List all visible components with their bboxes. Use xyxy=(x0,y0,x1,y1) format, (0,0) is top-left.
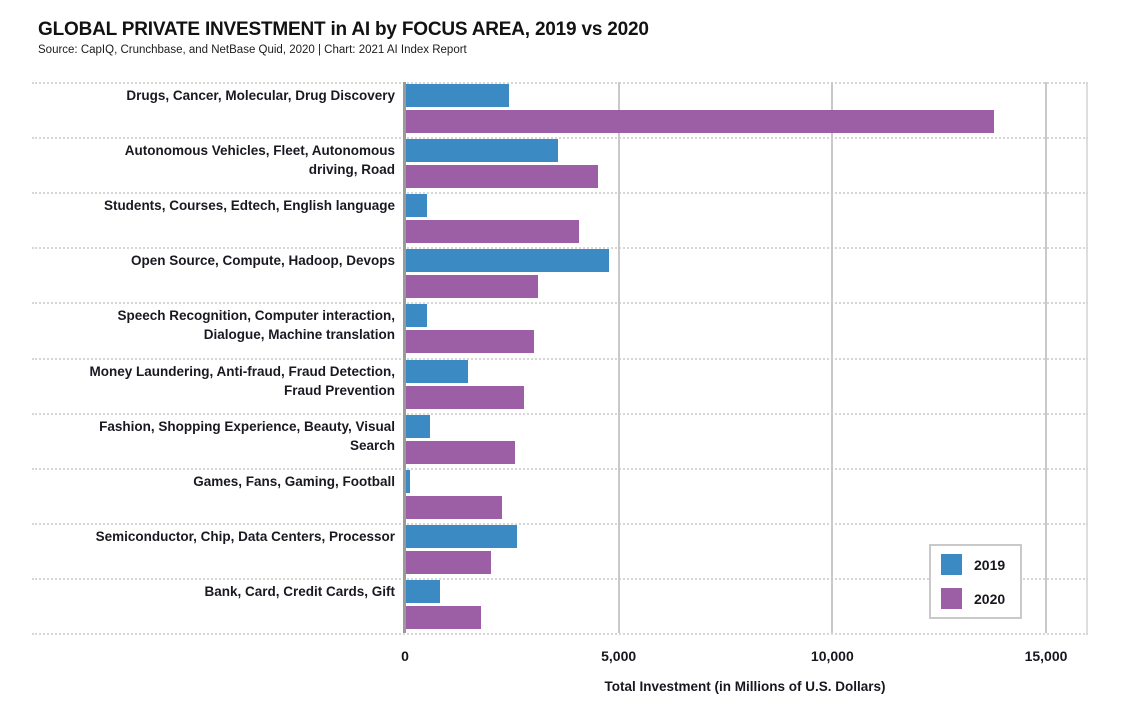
legend: 2019 2020 xyxy=(929,544,1022,619)
category-label: Students, Courses, Edtech, English langu… xyxy=(103,198,395,214)
category-label: Autonomous Vehicles, Fleet, Autonomous dr… xyxy=(124,143,395,178)
legend-label: 2020 xyxy=(974,590,1006,607)
bar-2020 xyxy=(406,220,579,244)
chart-row: Fashion, Shopping Experience, Beauty, Vi… xyxy=(0,413,1122,468)
row-separator-line xyxy=(32,192,1088,194)
bar-2019 xyxy=(406,194,427,218)
gridline-5000 xyxy=(617,82,620,633)
chart-row: Students, Courses, Edtech, English langu… xyxy=(0,192,1122,247)
category-label: Money Laundering, Anti-fraud, Fraud Dete… xyxy=(89,363,395,398)
gridline-15000 xyxy=(1045,82,1047,633)
plot-right-border xyxy=(1086,82,1088,633)
category-label: Fashion, Shopping Experience, Beauty, Vi… xyxy=(99,418,395,453)
row-separator-line xyxy=(32,358,1088,360)
category-label: Open Source, Compute, Hadoop, Devops xyxy=(130,253,395,269)
chart-row: Autonomous Vehicles, Fleet, Autonomous dr… xyxy=(0,137,1122,192)
category-label: Bank, Card, Credit Cards, Gift xyxy=(204,583,395,599)
category-label: Games, Fans, Gaming, Football xyxy=(193,473,395,489)
bar-2020 xyxy=(406,275,538,299)
legend-entry: 2020 xyxy=(941,588,1020,609)
x-tick-label: 5,000 xyxy=(601,648,637,664)
bar-2019 xyxy=(406,414,430,438)
row-separator-line xyxy=(32,137,1088,139)
bar-2019 xyxy=(406,579,440,603)
row-separator-line xyxy=(32,578,1088,580)
legend-swatch-2020 xyxy=(941,588,962,609)
chart-row: Speech Recognition, Computer interaction… xyxy=(0,302,1122,357)
row-separator-line xyxy=(32,413,1088,415)
bar-2019 xyxy=(406,469,410,493)
bar-2019 xyxy=(406,359,468,383)
x-tick-label: 0 xyxy=(401,648,409,664)
row-separator-line xyxy=(32,523,1088,525)
bar-2020 xyxy=(406,385,524,409)
row-separator-line xyxy=(32,247,1088,249)
y-axis-line xyxy=(403,82,406,633)
chart-row: Games, Fans, Gaming, Football xyxy=(0,468,1122,523)
chart-row: Drugs, Cancer, Molecular, Drug Discovery xyxy=(0,82,1122,137)
category-label: Drugs, Cancer, Molecular, Drug Discovery xyxy=(126,88,395,103)
legend-swatch-2019 xyxy=(941,554,962,575)
chart-row: Open Source, Compute, Hadoop, Devops xyxy=(0,247,1122,302)
row-separator-line xyxy=(32,302,1088,304)
chart-row: Semiconductor, Chip, Data Centers, Proce… xyxy=(0,523,1122,578)
category-label: Speech Recognition, Computer interaction… xyxy=(117,308,395,343)
bar-2020 xyxy=(406,110,994,133)
row-separator-line xyxy=(32,633,1088,635)
chart-row: Bank, Card, Credit Cards, Gift xyxy=(0,578,1122,633)
legend-entry: 2019 xyxy=(941,554,1020,575)
bar-2019 xyxy=(406,524,517,548)
x-tick-label: 15,000 xyxy=(1024,648,1068,664)
bar-2020 xyxy=(406,165,598,189)
bar-2020 xyxy=(406,440,515,464)
bar-2019 xyxy=(406,84,509,107)
x-tick-label: 10,000 xyxy=(810,648,854,664)
legend-label: 2019 xyxy=(974,556,1006,573)
bar-2019 xyxy=(406,139,558,163)
category-label: Semiconductor, Chip, Data Centers, Proce… xyxy=(95,528,395,544)
bar-2020 xyxy=(406,495,502,519)
bar-2019 xyxy=(406,249,609,273)
bar-2020 xyxy=(406,605,481,629)
chart-row: Money Laundering, Anti-fraud, Fraud Dete… xyxy=(0,358,1122,413)
bar-2020 xyxy=(406,330,534,354)
bar-2020 xyxy=(406,550,491,574)
bar-2019 xyxy=(406,304,427,328)
x-axis-title: Total Investment (in Millions of U.S. Do… xyxy=(604,679,886,694)
row-separator-line xyxy=(32,468,1088,470)
chart-source: Source: CapIQ, Crunchbase, and NetBase Q… xyxy=(38,44,467,56)
row-separator-line xyxy=(32,82,1088,84)
chart-title: GLOBAL PRIVATE INVESTMENT in AI by FOCUS… xyxy=(38,19,649,40)
gridline-10000 xyxy=(831,82,834,633)
